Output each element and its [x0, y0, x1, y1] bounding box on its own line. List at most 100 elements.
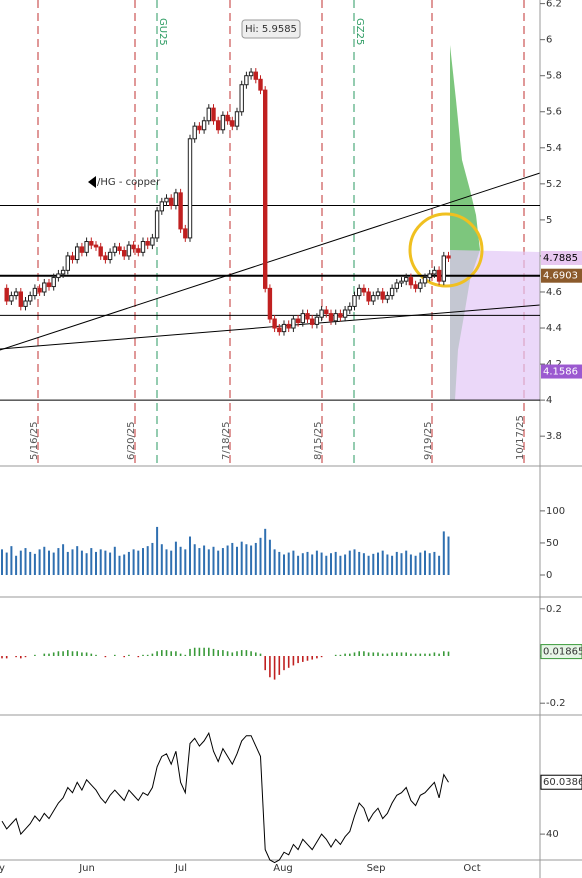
candle [79, 246, 85, 253]
candle [13, 291, 19, 297]
macd-bar [151, 653, 154, 656]
macd-bar [386, 653, 389, 656]
candle [305, 313, 310, 320]
volume-bar [358, 551, 361, 575]
candle [333, 313, 338, 322]
high-label: Hi: 5.9585 [245, 24, 297, 35]
volume-bar [29, 551, 32, 575]
y-tick-label: 0.2 [546, 604, 562, 615]
candle [98, 246, 103, 257]
candle [272, 318, 277, 329]
macd-bar [57, 651, 60, 656]
macd-bar [353, 652, 356, 656]
volume-bar [193, 544, 196, 575]
volume-bar [231, 542, 234, 575]
macd-bar [405, 652, 407, 656]
volume-bar [38, 549, 41, 575]
volume-bar [24, 548, 27, 575]
volume-bar [334, 551, 337, 575]
volume-bar [1, 549, 3, 575]
volume-bar [264, 528, 267, 575]
volume-bar [160, 544, 163, 575]
candle [183, 228, 188, 239]
volume-bar [5, 552, 8, 575]
y-tick-label: 4 [546, 395, 552, 406]
volume-bar [184, 549, 187, 575]
volume-bar [283, 554, 285, 575]
volume-bar [306, 551, 309, 575]
candle [295, 318, 301, 324]
candle [89, 241, 94, 246]
candle [361, 287, 367, 293]
macd-bar [1, 656, 3, 659]
candle [131, 244, 136, 250]
volume-bar [104, 550, 107, 575]
volume-bar [127, 551, 130, 575]
macd-bar [189, 648, 191, 656]
candle [122, 250, 127, 257]
volume-bar [48, 550, 50, 575]
macd-bar [123, 656, 125, 658]
macd-bar [438, 653, 440, 656]
price-label: 4.7885 [543, 253, 578, 264]
candle [93, 244, 99, 248]
macd-bar [15, 656, 17, 658]
macd-bar [81, 652, 83, 656]
volume-bar [52, 552, 55, 575]
macd-bar [175, 651, 177, 656]
macd-bar [410, 653, 412, 656]
candle [60, 269, 66, 275]
macd-bar [114, 654, 116, 656]
candle [4, 287, 9, 302]
macd-bar [48, 653, 50, 656]
volume-bar [372, 553, 375, 575]
candle [46, 282, 52, 288]
candle [418, 282, 423, 289]
candle [126, 244, 132, 257]
volume-bar [137, 550, 140, 575]
macd-bar [316, 656, 318, 659]
volume-bar [62, 544, 65, 575]
volume-bar [292, 550, 295, 575]
volume-bar [395, 551, 398, 575]
candle [389, 287, 395, 297]
macd-bar [137, 656, 140, 658]
candle [201, 120, 207, 131]
macd-bar [255, 652, 257, 656]
candle [56, 273, 61, 279]
macd-bar [344, 653, 346, 656]
macd-bar [104, 656, 107, 658]
macd-bar [447, 651, 450, 656]
volume-bar [297, 555, 300, 575]
candle [154, 210, 160, 239]
candle [107, 251, 113, 261]
value-box [540, 644, 582, 660]
date-label: 5/16/25 [29, 421, 40, 460]
volume-bar [339, 555, 342, 575]
macd-bar [142, 654, 144, 656]
volume-bar [170, 550, 173, 575]
volume-bar [348, 550, 351, 575]
value-label: 60.0386 [543, 777, 582, 788]
macd-bar [170, 651, 172, 656]
candle [371, 295, 376, 302]
date-label: 10/17/25 [515, 415, 526, 460]
candle [375, 291, 381, 297]
macd-bar [208, 647, 210, 656]
date-label: 9/19/25 [423, 421, 434, 460]
volume-bar [132, 549, 135, 575]
candle [18, 291, 24, 307]
candle [427, 273, 432, 279]
volume-bar [414, 555, 417, 575]
volume-bar [240, 541, 243, 575]
y-tick-label: 50 [546, 538, 559, 549]
macd-bar [391, 652, 393, 656]
month-label: y [0, 863, 5, 874]
macd-bar [95, 654, 97, 656]
candle [342, 309, 348, 318]
value-area [450, 250, 540, 400]
macd-bar [67, 650, 69, 656]
y-tick-label: 4.4 [546, 323, 562, 334]
candle [9, 295, 14, 302]
macd-bar [222, 650, 224, 656]
